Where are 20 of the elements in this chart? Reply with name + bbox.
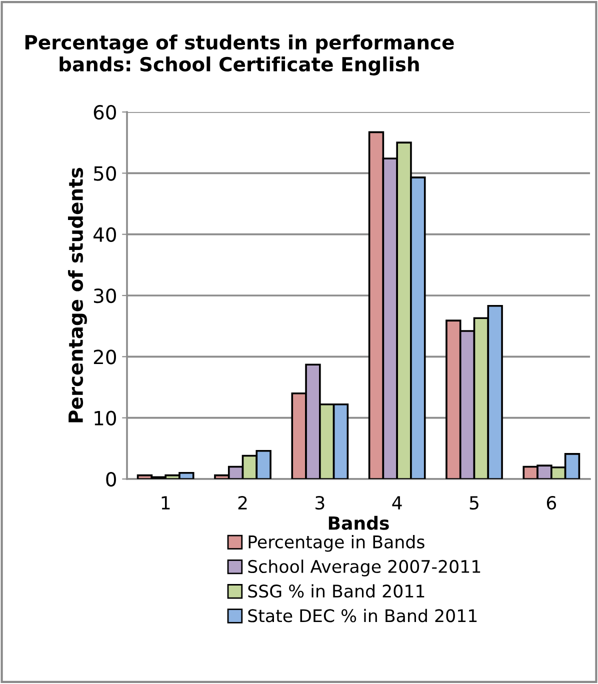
- y-tick-label: 40: [93, 227, 116, 242]
- y-tick-label: 10: [94, 410, 116, 426]
- x-tick-label: 1: [162, 496, 170, 510]
- legend-label: State DEC % in Band 2011: [248, 608, 477, 622]
- y-tick-label: 30: [94, 288, 116, 304]
- x-tick-label: 6: [546, 496, 556, 510]
- y-tick-label: 50: [94, 166, 116, 181]
- y-tick-label: 60: [94, 104, 116, 120]
- y-axis-title: Percentage of students: [68, 168, 87, 422]
- x-axis-title: Bands: [328, 516, 389, 530]
- legend-label: Percentage in Bands: [248, 535, 424, 552]
- x-tick-label: 5: [470, 496, 478, 510]
- legend-label: SSG % in Band 2011: [248, 584, 424, 598]
- legend-label: School Average 2007-2011: [248, 560, 480, 576]
- x-tick-label: 4: [392, 496, 402, 510]
- x-tick-label: 2: [238, 496, 247, 510]
- x-tick-label: 3: [316, 496, 324, 510]
- y-tick-label: 0: [106, 472, 116, 487]
- chart-title: Percentage of students in performance bands: School Certificate English: [25, 34, 454, 76]
- y-tick-label: 20: [94, 350, 116, 364]
